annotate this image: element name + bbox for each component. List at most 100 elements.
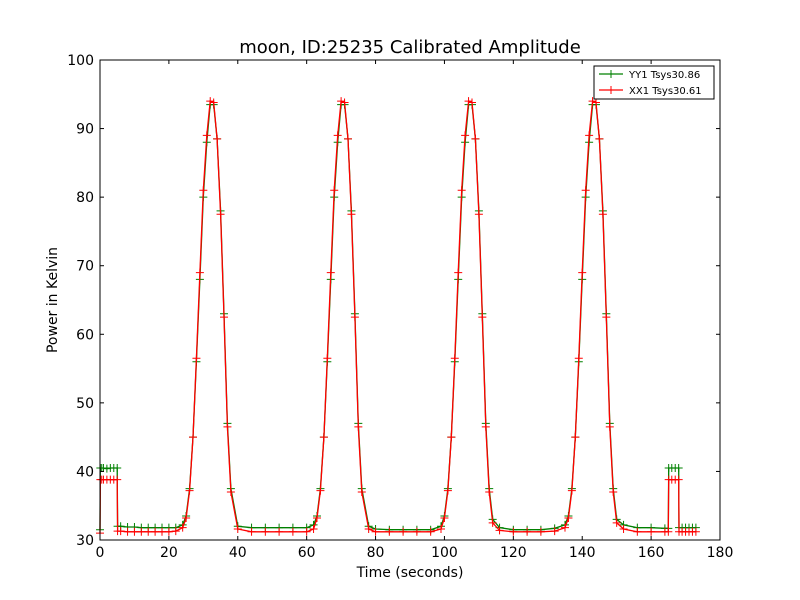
data-point [319,433,328,442]
data-point [567,486,576,495]
data-point [202,131,211,140]
data-point [216,210,225,219]
data-point [619,525,628,534]
data-point [178,523,187,532]
data-point [485,488,494,496]
y-tick-label: 90 [76,122,94,138]
x-tick-label: 0 [96,545,105,561]
x-axis-label: Time (seconds) [356,565,464,581]
data-point [261,527,270,536]
data-point [344,134,352,143]
data-point [220,313,228,322]
data-point [347,210,356,219]
data-point [574,354,583,363]
data-point [137,527,146,536]
data-point [226,488,235,496]
data-point [223,422,232,431]
data-point [581,186,590,195]
data-point [164,527,173,536]
x-tick-label: 160 [638,545,665,561]
data-point [612,518,621,527]
data-point [450,354,459,363]
x-tick-label: 80 [367,545,385,561]
data-point [437,525,445,534]
data-point [233,525,242,534]
plot-area [100,60,720,540]
data-point [354,422,363,431]
data-point [454,268,463,277]
data-point [561,523,569,532]
data-point [171,527,180,536]
data-point [564,514,573,523]
legend-marker [607,86,615,94]
y-tick-label: 60 [76,327,94,343]
data-point [209,98,218,107]
data-point [633,527,642,536]
data-point [588,97,597,106]
data-point [333,131,342,140]
data-point [288,527,297,536]
y-axis-label: Power in Kelvin [45,247,61,353]
data-point [605,422,614,431]
data-point [371,527,380,536]
x-tick-label: 20 [160,545,178,561]
legend-entry: YY1 Tsys30.86 [599,70,700,81]
data-point [99,464,108,472]
data-point [691,527,700,536]
data-point [474,210,483,219]
y-tick-label: 70 [76,259,94,275]
legend-marker [607,70,615,78]
data-point [447,433,456,442]
y-tick-label: 30 [76,533,94,549]
data-point [113,475,122,484]
data-point [102,464,111,473]
data-point [585,131,594,140]
plot-frame [99,59,721,541]
data-point [302,527,311,536]
data-point [206,97,215,106]
series-line [99,100,696,534]
data-point [609,488,618,496]
data-point [350,313,359,322]
data-point [113,464,122,472]
data-point [399,527,408,536]
data-point [309,525,318,534]
data-point [330,186,339,195]
data-point [426,527,435,536]
x-tick-label: 60 [298,545,316,561]
data-point [130,527,139,536]
legend-entries: YY1 Tsys30.86 XX1 Tsys30.61 [599,70,702,97]
data-point [192,354,201,363]
data-point [457,186,466,195]
data-point [357,488,366,496]
data-point [213,134,222,143]
data-point [412,527,421,536]
data-point [468,98,476,107]
data-point [275,527,284,536]
data-point [247,527,256,536]
data-point [471,134,480,143]
data-point [185,486,194,495]
data-point [323,354,332,363]
x-tick-label: 40 [229,545,247,561]
data-point [189,433,197,442]
data-point [313,514,321,523]
data-point [443,486,452,495]
data-point [199,186,208,195]
data-point [461,131,470,140]
data-point [337,97,346,106]
data-point [123,527,132,536]
data-point [536,527,545,536]
y-tick-label: 100 [67,53,94,69]
y-tick-label: 50 [76,396,94,412]
data-point [340,98,349,107]
data-point [385,527,394,536]
data-point [316,486,325,495]
x-tick-label: 100 [431,545,458,561]
x-tick-label: 120 [500,545,527,561]
data-point [495,526,504,535]
data-point [592,98,600,107]
data-point [550,527,559,536]
y-tick-label: 40 [76,464,94,480]
data-point [674,464,683,472]
